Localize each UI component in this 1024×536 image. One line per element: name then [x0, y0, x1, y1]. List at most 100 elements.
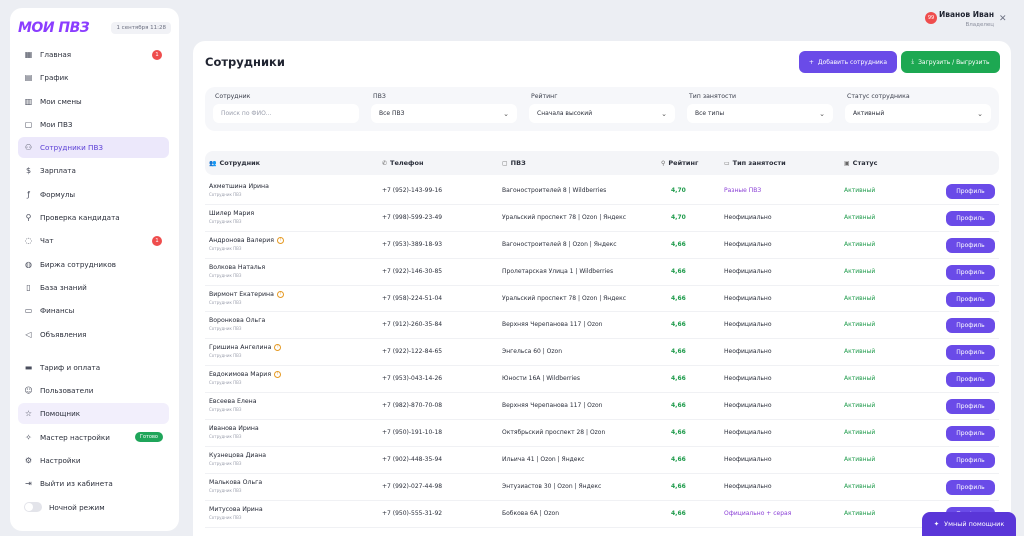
- sidebar-item-label: Зарплата: [40, 166, 76, 176]
- sidebar-item-label: Главная: [40, 50, 72, 59]
- employee-cell: Волкова Наталья Сотрудник ПВЗ: [209, 264, 265, 278]
- profile-button[interactable]: Профиль: [946, 345, 995, 361]
- rating-cell: 4,70: [671, 187, 686, 194]
- status-select[interactable]: Активный ⌄: [845, 104, 991, 123]
- pvz-cell: Вагоностроителей 8 | Ozon | Яндекс: [502, 240, 617, 248]
- warning-icon[interactable]: !: [276, 290, 284, 298]
- sidebar-item-items2-4[interactable]: ⚙ Настройки: [18, 450, 169, 471]
- sidebar-item-items-1[interactable]: ▤ График: [18, 67, 169, 88]
- sidebar-item-items-0[interactable]: ▦ Главная 1: [18, 44, 169, 65]
- employee-cell: Ахметшина Ирина Сотрудник ПВЗ: [209, 183, 269, 197]
- col-pvz[interactable]: ▢ ПВЗ: [502, 159, 526, 167]
- col-pvz-label: ПВЗ: [510, 159, 526, 167]
- dollar-icon: $: [25, 166, 32, 176]
- employee-name[interactable]: Андронова Валерия: [209, 236, 274, 244]
- col-type-label: Тип занятости: [732, 159, 786, 167]
- col-phone[interactable]: ✆ Телефон: [382, 159, 423, 167]
- sidebar-item-items-9[interactable]: ◍ Биржа сотрудников: [18, 254, 169, 275]
- sidebar-item-items2-5[interactable]: ⇥ Выйти из кабинета: [18, 473, 169, 494]
- sidebar-item-items2-3[interactable]: ✧ Мастер настройки Готово: [18, 427, 169, 448]
- sidebar-item-items2-1[interactable]: ☺ Пользователи: [18, 380, 169, 401]
- sidebar-item-items2-6[interactable]: Ночной режим: [18, 497, 169, 518]
- rating-cell: 4,66: [671, 294, 686, 302]
- profile-button[interactable]: Профиль: [946, 399, 995, 415]
- profile-button[interactable]: Профиль: [946, 264, 995, 280]
- employee-name[interactable]: Евдокимова Мария: [209, 371, 272, 379]
- smart-assistant-button[interactable]: ✦ Умный помощник: [922, 512, 1016, 536]
- avatar[interactable]: 99: [925, 12, 937, 24]
- sidebar: МОИ ПВЗ 1 сентября 11:28 ▦ Главная 1 ▤ Графи…: [10, 8, 179, 531]
- sidebar-item-items-6[interactable]: ƒ Формулы: [18, 184, 169, 205]
- sidebar-item-items-2[interactable]: ▥ Мои смены: [18, 91, 169, 112]
- employment-type-cell: Неофициально: [724, 375, 772, 383]
- sidebar-item-label: Проверка кандидата: [40, 213, 120, 223]
- rating-cell: 4,66: [671, 455, 686, 463]
- profile-button[interactable]: Профиль: [946, 210, 995, 226]
- employee-name[interactable]: Малькова Ольга: [209, 478, 263, 486]
- app-logo[interactable]: МОИ ПВЗ: [18, 20, 90, 36]
- employee-name[interactable]: Воронкова Ольга: [209, 317, 266, 325]
- profile-button[interactable]: Профиль: [946, 318, 995, 334]
- user-info[interactable]: Иванов Иван Владелец: [939, 10, 994, 28]
- employee-name[interactable]: Шилер Мария: [209, 209, 255, 217]
- profile-button[interactable]: Профиль: [946, 372, 995, 388]
- close-icon[interactable]: ✕: [999, 14, 1007, 24]
- col-rating[interactable]: ⚲ Рейтинг: [661, 159, 698, 167]
- phone-cell: +7 (902)-448-35-94: [382, 455, 443, 463]
- employee-name[interactable]: Иванова Ирина: [209, 425, 259, 433]
- status-icon: ▣: [844, 159, 850, 167]
- type-select[interactable]: Все типы ⌄: [687, 104, 833, 123]
- profile-button[interactable]: Профиль: [946, 237, 995, 253]
- sidebar-item-items-8[interactable]: ◌ Чат 1: [18, 230, 169, 251]
- warning-icon[interactable]: !: [274, 371, 282, 379]
- employee-name[interactable]: Ахметшина Ирина: [209, 183, 269, 190]
- sidebar-item-items-11[interactable]: ▭ Финансы: [18, 300, 169, 321]
- col-name[interactable]: 👥 Сотрудник: [209, 159, 260, 167]
- col-status[interactable]: ▣ Статус: [844, 159, 877, 167]
- employee-name[interactable]: Евсеева Елена: [209, 398, 257, 406]
- filter-rating: Рейтинг Сначала высокий ⌄: [529, 93, 675, 123]
- profile-button[interactable]: Профиль: [946, 184, 995, 199]
- employee-name[interactable]: Митусова Ирина: [209, 505, 263, 513]
- profile-button[interactable]: Профиль: [946, 452, 995, 468]
- employee-name[interactable]: Гришина Ангелина: [209, 344, 272, 352]
- profile-button[interactable]: Профиль: [946, 479, 995, 495]
- book-icon: ▯: [26, 282, 31, 292]
- night-mode-toggle[interactable]: [24, 502, 42, 513]
- grid-icon: ▦: [24, 50, 33, 59]
- rating-select[interactable]: Сначала высокий ⌄: [529, 104, 675, 123]
- employee-name[interactable]: Кузнецова Диана: [209, 451, 267, 459]
- magic-icon: ✧: [25, 432, 32, 442]
- profile-button[interactable]: Профиль: [946, 291, 995, 307]
- employee-cell: Шилер Мария Сотрудник ПВЗ: [209, 210, 254, 224]
- employee-name[interactable]: Волкова Наталья: [209, 263, 266, 271]
- profile-button[interactable]: Профиль: [946, 426, 995, 442]
- filter-type-label: Тип занятости: [689, 93, 737, 100]
- phone-cell: +7 (953)-389-18-93: [382, 240, 443, 248]
- sidebar-item-items-7[interactable]: ⚲ Проверка кандидата: [18, 207, 169, 228]
- employee-name[interactable]: Вирмонт Екатерина: [209, 290, 274, 298]
- sidebar-item-items2-0[interactable]: ▬ Тариф и оплата: [18, 357, 169, 378]
- sidebar-item-items-10[interactable]: ▯ База знаний: [18, 277, 169, 298]
- pvz-cell: Вагоностроителей 8 | Wildberries: [502, 187, 607, 194]
- col-type[interactable]: ▭ Тип занятости: [724, 159, 786, 167]
- sidebar-item-items2-2[interactable]: ☆ Помощник: [18, 403, 169, 425]
- add-employee-button[interactable]: + Добавить сотрудника: [799, 51, 897, 73]
- employee-search-input[interactable]: Поиск по ФИО...: [213, 104, 359, 123]
- user-icon: ☺: [24, 386, 33, 396]
- sidebar-item-items-5[interactable]: $ Зарплата: [18, 160, 169, 181]
- upload-download-button[interactable]: ⤓ Загрузить / Выгрузить: [901, 51, 1000, 73]
- sidebar-item-label: Помощник: [40, 409, 81, 419]
- phone-cell: +7 (953)-043-14-26: [382, 375, 443, 383]
- warning-icon[interactable]: !: [274, 344, 282, 352]
- pvz-select[interactable]: Все ПВЗ ⌄: [371, 104, 517, 123]
- pvz-cell: Юности 16А | Wildberries: [502, 375, 581, 383]
- table-row: Митусова Ирина Сотрудник ПВЗ +7 (950)-555-…: [205, 501, 999, 528]
- employee-role: Сотрудник ПВЗ: [209, 380, 242, 386]
- sidebar-item-items-4[interactable]: ⚇ Сотрудники ПВЗ: [18, 137, 169, 159]
- sidebar-item-items-3[interactable]: ▢ Мои ПВЗ: [18, 114, 169, 135]
- warning-icon[interactable]: !: [276, 236, 284, 244]
- sparkle-icon: ✦: [933, 520, 940, 528]
- table-row: Ахметшина Ирина Сотрудник ПВЗ +7 (952)-143…: [205, 178, 999, 205]
- sidebar-item-items-12[interactable]: ◁ Объявления: [18, 324, 169, 345]
